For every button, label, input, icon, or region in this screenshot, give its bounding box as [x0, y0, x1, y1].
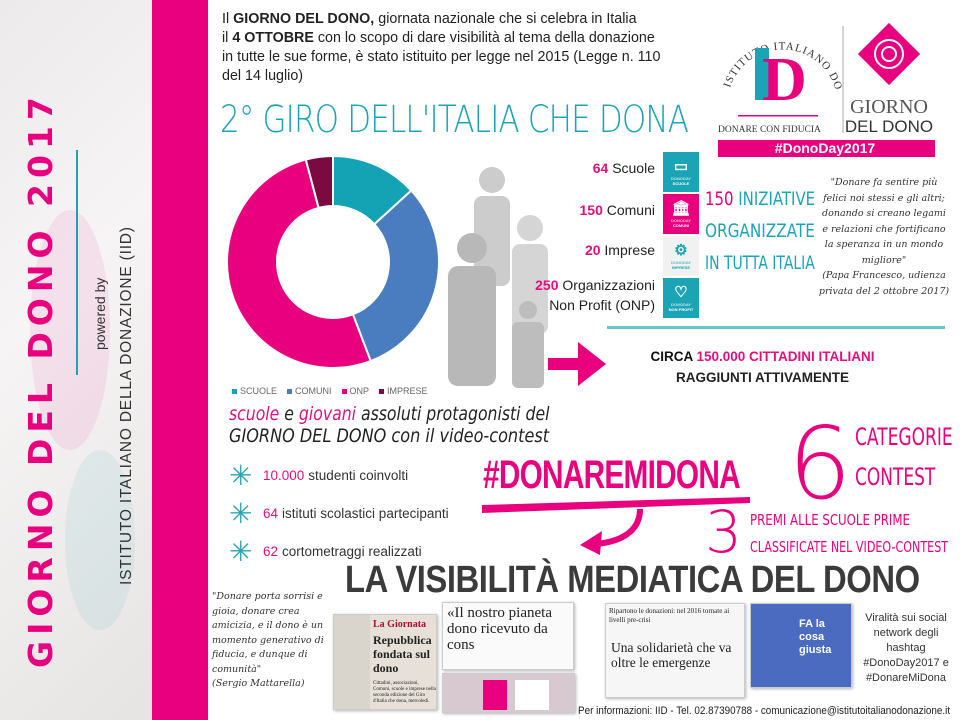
count-item: 64 Scuole [592, 160, 655, 176]
chart-legend: SCUOLE COMUNI ONP IMPRESE [232, 386, 428, 397]
donaremidona-hashtag: #DONAREMIDONA [483, 453, 741, 497]
asterisk-icon: ✳ [229, 460, 253, 491]
giro-title: 2° GIRO DELL'ITALIA CHE DONA [220, 98, 689, 141]
footer-contact: Per informazioni: IID - Tel. 02.87390788… [578, 705, 951, 717]
categorie-label: CATEGORIE [855, 423, 953, 451]
three-number: 3 [705, 498, 742, 566]
count-item: 150 Comuni [579, 202, 656, 218]
count-item: 250 Organizzazioni Non Profit (ONP) [535, 277, 655, 313]
tile-comuni: 🏛 DONODAY COMUNI [663, 194, 699, 234]
curved-arrow-icon [482, 497, 750, 555]
arrow-right-icon [548, 342, 606, 386]
pink-bar [152, 0, 208, 720]
quote-papa: "Donare fa sentire più felici noi stessi… [818, 177, 950, 297]
donut-slice-comuni [351, 189, 440, 363]
divider [607, 326, 945, 329]
premi-label-2: CLASSIFICATE NEL VIDEO-CONTEST [750, 538, 949, 556]
powered-by: powered by [92, 277, 108, 350]
tile-non-profit: ♡ DONODAY NON PROFIT [663, 278, 699, 318]
stat-item: ✳ 62 cortometraggi realizzati [229, 536, 422, 567]
sidebar-org: ISTITUTO ITALIANO DELLA DONAZIONE (IID) [118, 226, 135, 585]
book-icon: ▭ [673, 158, 689, 175]
iniziative-text: 150 INIZIATIVE ORGANIZZATE IN TUTTA ITAL… [705, 188, 816, 274]
divider [76, 150, 78, 375]
svg-text:#DonoDay2017: #DonoDay2017 [775, 140, 876, 156]
asterisk-icon: ✳ [229, 498, 253, 529]
virality-text: Viralità sui social network degli hashta… [863, 612, 949, 684]
quote-mattarella: "Donare porta sorrisi e gioia, donare cr… [212, 591, 324, 689]
tv-screenshot [442, 673, 575, 713]
donut-chart [226, 154, 440, 369]
legend-item: COMUNI [287, 386, 332, 397]
legend-item: SCUOLE [232, 386, 277, 397]
svg-text:DEL DONO: DEL DONO [845, 117, 933, 136]
contest-label: CONTEST [855, 463, 936, 491]
premi-label: PREMI ALLE SCUOLE PRIME [750, 511, 910, 529]
donut-slice-onp [226, 158, 372, 369]
people-silhouettes-icon [448, 167, 548, 388]
background-decoration [30, 210, 135, 630]
legend-item: ONP [341, 386, 369, 397]
tv-screenshot: FA la cosa giusta [750, 603, 852, 688]
tile-scuole: ▭ DONODAY SCUOLE [663, 152, 699, 192]
heart-icon: ♡ [674, 284, 688, 301]
sidebar-title: GIORNO DEL DONO 2017 [21, 91, 60, 668]
press-clipping: La Giornata Repubblica fondata sul dono … [333, 614, 437, 710]
six-number: 6 [788, 405, 852, 522]
visibility-title: LA VISIBILITÀ MEDIATICA DEL DONO [345, 559, 920, 601]
svg-text:DONARE CON FIDUCIA: DONARE CON FIDUCIA [718, 125, 821, 135]
protagonists-text: scuole e giovani assoluti protagonisti d… [229, 403, 550, 447]
left-strip-background: GIORNO DEL DONO 2017 powered by ISTITUTO… [0, 0, 152, 720]
citizens-reached: CIRCA 150.000 CITTADINI ITALIANI RAGGIUN… [650, 349, 875, 385]
gears-icon: ⚙ [674, 242, 688, 259]
svg-text:GIORNO: GIORNO [850, 96, 928, 118]
intro-text: Il GIORNO DEL DONO, giornata nazionale c… [222, 11, 661, 84]
press-clipping: Ripartono le donazioni: nel 2016 tornate… [605, 603, 745, 698]
count-item: 20 Imprese [584, 242, 655, 258]
legend-item: IMPRESE [379, 386, 428, 397]
building-icon: 🏛 [671, 200, 691, 217]
logo: ISTITUTO ITALIANO DONAZIONE D DONARE CON… [701, 0, 945, 158]
stat-item: ✳ 10.000 studenti coinvolti [229, 460, 409, 491]
asterisk-icon: ✳ [229, 536, 253, 567]
tile-imprese: ⚙ DONODAY IMPRESE [663, 236, 699, 276]
svg-text:D: D [762, 46, 807, 114]
stat-item: ✳ 64 istituti scolastici partecipanti [229, 498, 449, 529]
donut-slice-imprese [304, 154, 334, 210]
press-clipping: «Il nostro pianeta dono ricevuto da cons [442, 602, 574, 670]
